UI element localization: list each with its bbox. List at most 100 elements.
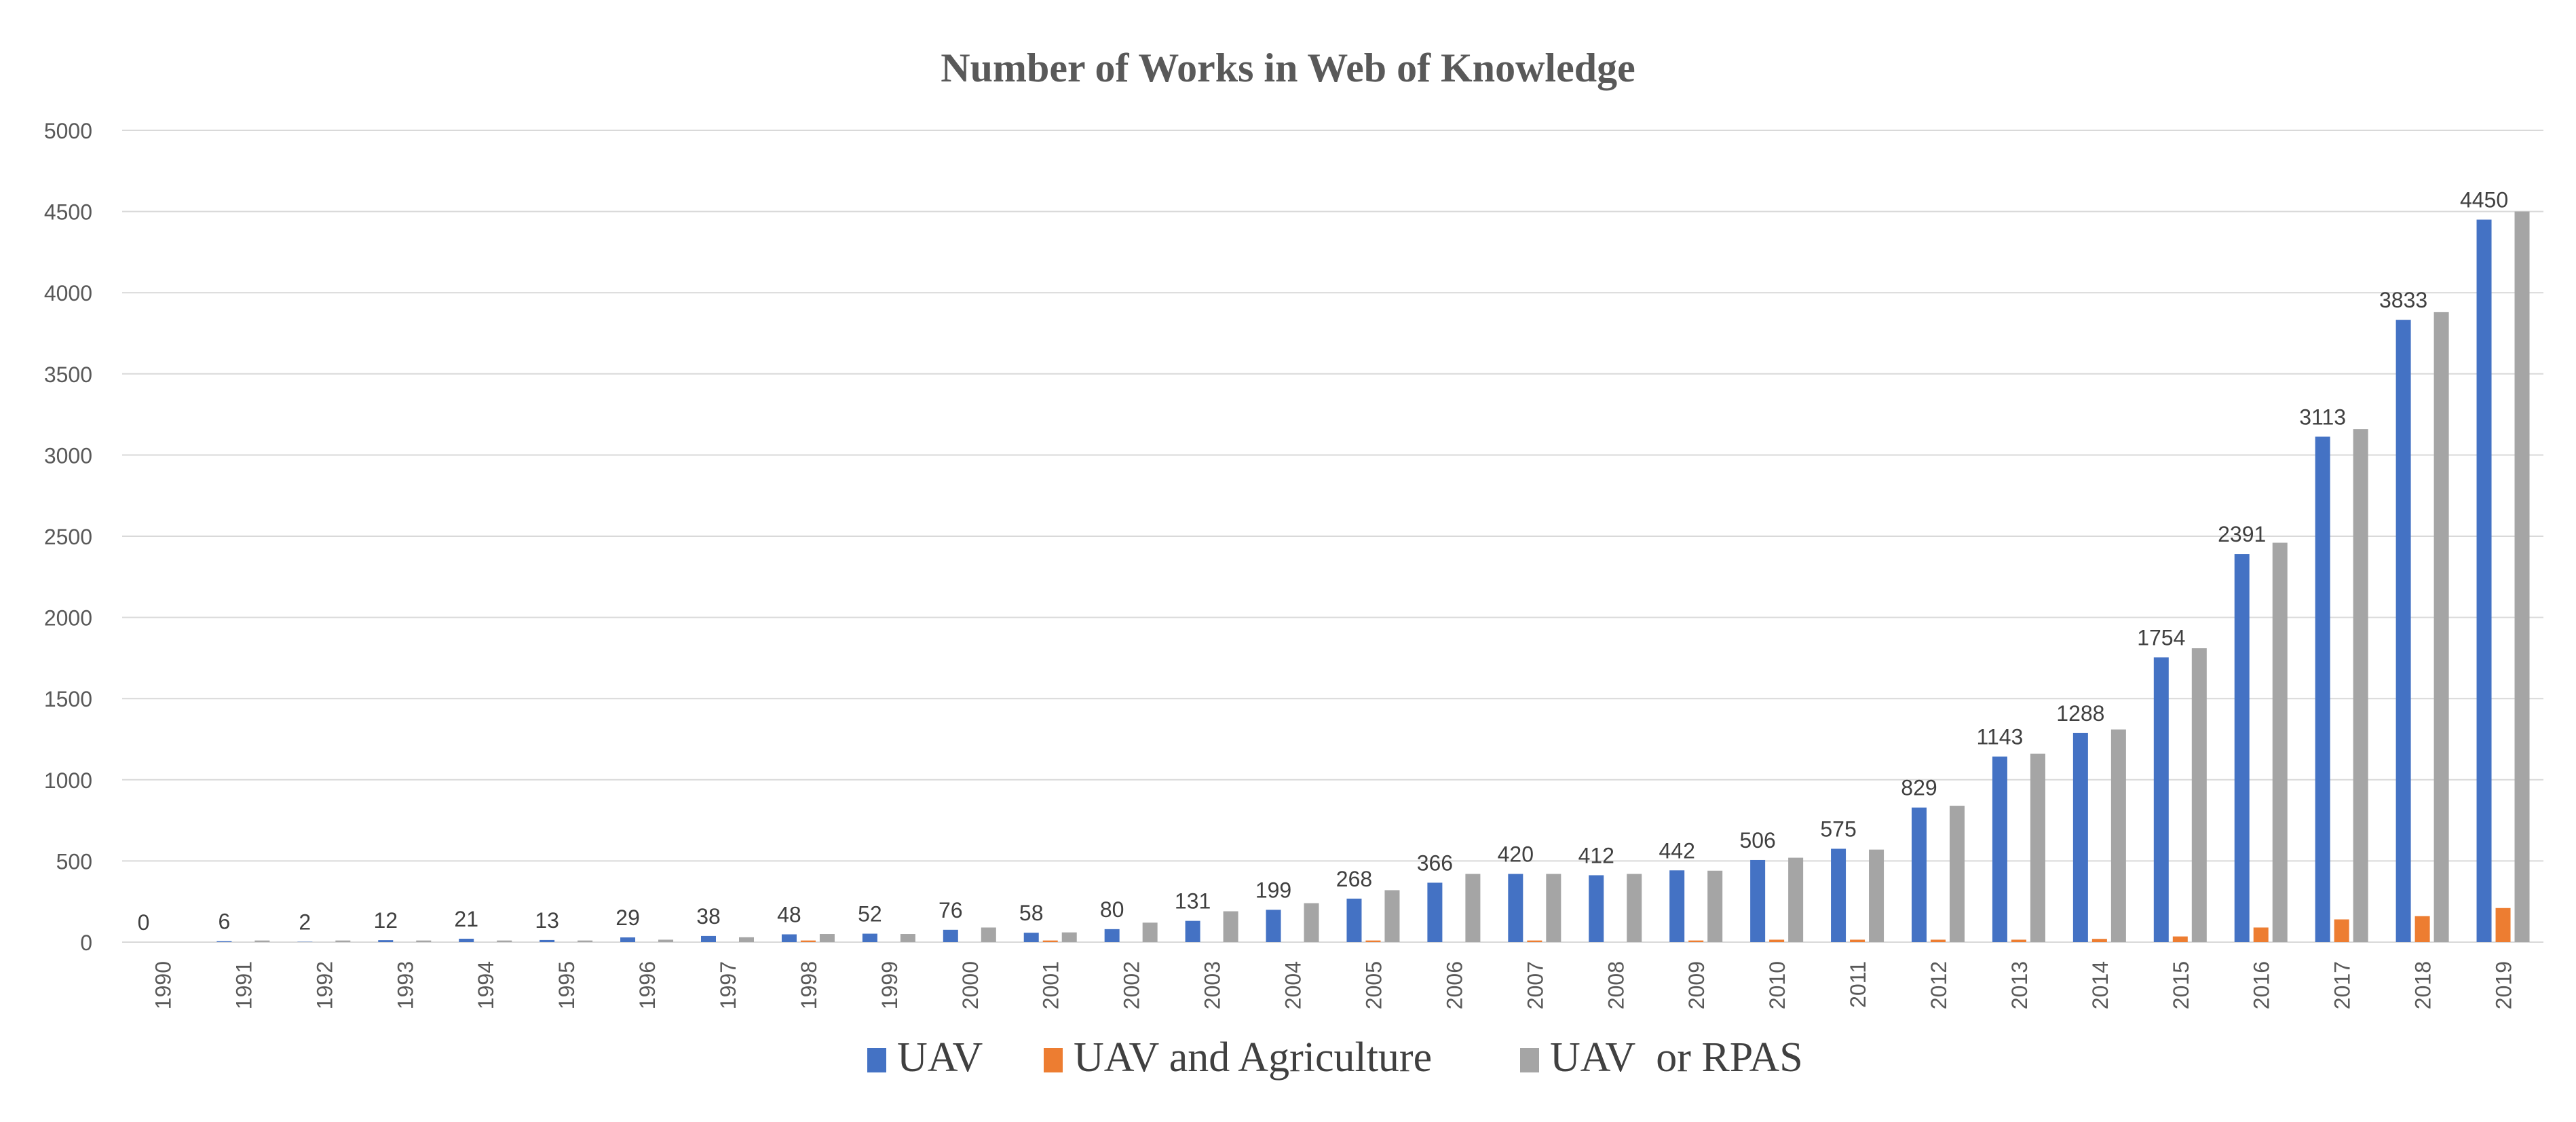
bar-uav-or-rpas-2009 [1707,871,1722,942]
bar-uav-and-agriculture-2017 [2334,920,2349,942]
bar-uav-and-agriculture-2019 [2496,908,2511,942]
bar-uav-or-rpas-2011 [1869,850,1884,942]
bar-uav-or-rpas-2000 [981,927,996,942]
bar-uav-or-rpas-1991 [254,941,269,942]
x-tick-label: 1992 [312,961,337,1009]
x-tick-label: 2017 [2330,961,2355,1009]
bar-uav-or-rpas-2008 [1627,874,1642,942]
bar-uav-and-agriculture-2001 [1043,941,1058,942]
bar-uav-1998 [782,935,797,942]
data-label: 829 [1901,776,1937,800]
bar-uav-1996 [620,937,635,942]
x-tick-label: 2013 [2007,961,2032,1009]
bar-uav-or-rpas-1997 [739,937,754,942]
bar-uav-or-rpas-1996 [658,939,673,942]
x-tick-label: 1993 [393,961,417,1009]
bar-uav-2016 [2235,554,2250,942]
y-tick-label: 4500 [44,200,92,225]
x-tick-label: 2002 [1120,961,1144,1009]
x-tick-label: 2014 [2088,961,2113,1009]
legend-swatch [1044,1048,1063,1072]
legend-label: UAV or RPAS [1550,1034,1803,1081]
x-tick-label: 1994 [474,961,498,1009]
bar-uav-2013 [1992,757,2007,942]
bar-uav-2012 [1912,808,1927,942]
bar-uav-or-rpas-2006 [1465,874,1480,942]
bar-uav-2004 [1266,910,1281,942]
bar-uav-1994 [459,939,474,942]
data-label: 6 [219,910,231,934]
legend-label: UAV [897,1034,983,1081]
x-tick-label: 2010 [1765,961,1789,1009]
bar-uav-2007 [1508,874,1523,942]
bars [216,212,2529,942]
y-tick-label: 5000 [44,119,92,143]
chart-title: Number of Works in Web of Knowledge [941,45,1635,90]
bar-uav-1995 [539,940,554,942]
bar-uav-2006 [1427,882,1442,942]
y-tick-label: 2000 [44,606,92,631]
x-tick-label: 1995 [554,961,579,1009]
data-label: 366 [1417,850,1453,875]
bar-uav-or-rpas-1993 [416,941,431,942]
bar-uav-2009 [1669,870,1684,942]
data-label: 442 [1659,838,1695,863]
bar-uav-or-rpas-2017 [2353,429,2368,942]
x-tick-label: 2007 [1523,961,1547,1009]
bar-uav-or-rpas-2018 [2434,312,2449,942]
data-label: 12 [373,908,398,933]
bar-uav-or-rpas-2016 [2273,543,2288,942]
bar-uav-or-rpas-2010 [1788,858,1803,942]
data-label: 4450 [2460,188,2508,212]
x-tick-label: 2018 [2411,961,2436,1009]
x-tick-label: 1996 [635,961,660,1009]
bar-uav-2008 [1589,875,1604,942]
bar-uav-2005 [1346,899,1361,942]
x-tick-label: 1999 [877,961,902,1009]
x-tick-label: 2015 [2169,961,2193,1009]
legend-swatch [1520,1048,1539,1072]
bar-uav-1991 [216,941,231,942]
bar-uav-or-rpas-1995 [577,941,592,942]
x-tick-label: 2008 [1604,961,1628,1009]
bar-uav-or-rpas-2003 [1224,912,1238,942]
data-label: 575 [1820,817,1856,841]
x-tick-label: 2000 [958,961,983,1009]
bar-uav-and-agriculture-2005 [1365,941,1380,942]
x-tick-label: 1997 [716,961,740,1009]
bar-uav-or-rpas-2004 [1304,903,1319,942]
bar-uav-and-agriculture-2009 [1688,941,1703,942]
data-label: 2391 [2218,522,2266,546]
bar-uav-or-rpas-2007 [1546,874,1561,942]
data-label: 21 [454,907,478,931]
data-label: 1143 [1977,725,2024,749]
x-tick-label: 2003 [1200,961,1225,1009]
bar-uav-and-agriculture-2018 [2415,916,2430,942]
bar-uav-or-rpas-2012 [1950,806,1965,942]
data-label: 3833 [2379,288,2427,312]
data-label: 506 [1739,828,1775,853]
legend-swatch [867,1048,886,1072]
bar-uav-and-agriculture-2010 [1769,939,1784,942]
data-label: 52 [858,902,882,927]
y-tick-label: 2500 [44,525,92,549]
bar-uav-or-rpas-1992 [335,941,350,942]
bar-uav-or-rpas-1994 [497,941,512,942]
bar-uav-2014 [2073,733,2088,942]
bar-uav-and-agriculture-2014 [2092,939,2107,942]
bar-uav-and-agriculture-2007 [1527,941,1542,942]
bar-uav-or-rpas-2002 [1143,922,1158,942]
bar-uav-2015 [2154,657,2169,942]
y-tick-label: 1500 [44,687,92,711]
x-tick-label: 2009 [1684,961,1709,1009]
x-tick-label: 1998 [797,961,821,1009]
data-label: 420 [1498,842,1534,867]
x-tick-label: 2006 [1442,961,1466,1009]
bar-uav-and-agriculture-2016 [2254,927,2269,942]
bar-uav-2018 [2396,320,2411,942]
x-tick-label: 2001 [1039,961,1063,1009]
